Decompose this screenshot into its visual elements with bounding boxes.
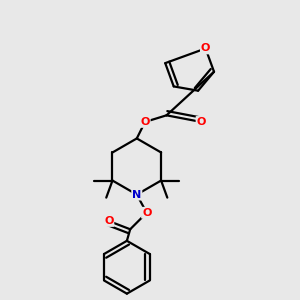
Text: O: O	[196, 117, 206, 127]
Text: O: O	[104, 216, 113, 226]
Text: O: O	[201, 44, 210, 53]
Text: N: N	[132, 190, 141, 200]
Text: O: O	[142, 208, 152, 218]
Text: O: O	[140, 117, 150, 127]
